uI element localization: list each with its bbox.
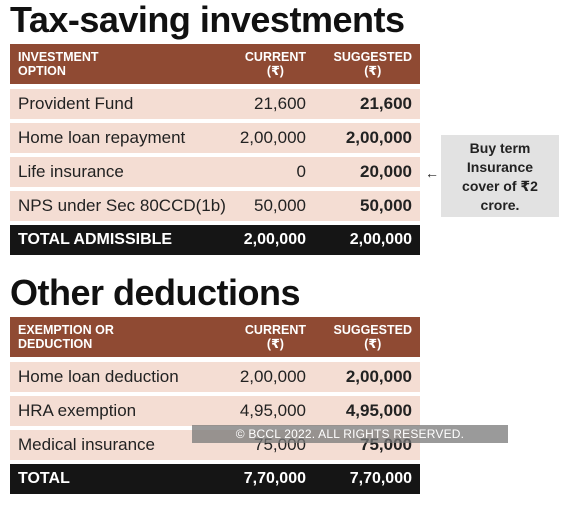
header-suggested-label: SUGGESTED xyxy=(333,50,413,64)
callout-box: Buy term Insurance cover of ₹2 crore. xyxy=(441,135,559,217)
row-label: HRA exemption xyxy=(18,401,137,420)
table-row: HRA exemption 4,95,000 4,95,000 xyxy=(10,396,420,426)
header-option-line1: INVESTMENT xyxy=(18,50,99,64)
total-suggested: 2,00,000 xyxy=(349,231,412,248)
header-suggested-unit: (₹) xyxy=(364,337,382,351)
section-title-tax-saving: Tax-saving investments xyxy=(10,0,405,40)
row-suggested: 2,00,000 xyxy=(345,367,412,386)
row-label: Provident Fund xyxy=(18,94,134,113)
total-label: TOTAL ADMISSIBLE xyxy=(18,231,173,248)
total-current: 2,00,000 xyxy=(243,231,306,248)
copyright-watermark: © BCCL 2022. ALL RIGHTS RESERVED. xyxy=(192,425,508,443)
header-suggested: SUGGESTED (₹) xyxy=(334,323,413,351)
row-current: 4,95,000 xyxy=(239,401,306,420)
header-option: INVESTMENT OPTION xyxy=(18,50,99,78)
header-current-unit: (₹) xyxy=(266,337,284,351)
header-suggested-label: SUGGESTED xyxy=(333,323,413,337)
row-suggested: 2,00,000 xyxy=(345,128,412,147)
row-suggested: 21,600 xyxy=(360,94,412,113)
row-suggested: 50,000 xyxy=(360,196,412,215)
table-row: Home loan deduction 2,00,000 2,00,000 xyxy=(10,362,420,392)
header-suggested-unit: (₹) xyxy=(364,64,382,78)
total-row: TOTAL ADMISSIBLE 2,00,000 2,00,000 xyxy=(10,225,420,255)
header-current: CURRENT (₹) xyxy=(245,323,306,351)
row-current: 0 xyxy=(296,162,306,181)
row-label: Medical insurance xyxy=(18,435,156,454)
row-label: NPS under Sec 80CCD(1b) xyxy=(18,196,226,215)
row-label: Life insurance xyxy=(18,162,124,181)
total-current: 7,70,000 xyxy=(243,470,306,487)
header-current-label: CURRENT xyxy=(244,50,306,64)
row-label: Home loan repayment xyxy=(18,128,186,147)
header-option-line2: OPTION xyxy=(18,64,66,78)
table-header: EXEMPTION OR DEDUCTION CURRENT (₹) SUGGE… xyxy=(10,317,420,357)
table-row: Provident Fund 21,600 21,600 xyxy=(10,89,420,119)
header-exemption-line1: EXEMPTION OR xyxy=(18,323,114,337)
section-title-other-deductions: Other deductions xyxy=(10,272,301,313)
total-suggested: 7,70,000 xyxy=(349,470,412,487)
header-current-label: CURRENT xyxy=(244,323,306,337)
callout-line4: crore. xyxy=(480,197,520,213)
callout-line3: cover of ₹2 xyxy=(462,178,538,194)
table-header: INVESTMENT OPTION CURRENT (₹) SUGGESTED … xyxy=(10,44,420,84)
tax-saving-table: INVESTMENT OPTION CURRENT (₹) SUGGESTED … xyxy=(10,44,420,255)
row-suggested: 20,000 xyxy=(360,162,412,181)
header-suggested: SUGGESTED (₹) xyxy=(334,50,413,78)
total-label: TOTAL xyxy=(18,470,70,487)
table-row: Home loan repayment 2,00,000 2,00,000 xyxy=(10,123,420,153)
table-row: NPS under Sec 80CCD(1b) 50,000 50,000 xyxy=(10,191,420,221)
callout-line2: Insurance xyxy=(466,159,534,175)
header-current: CURRENT (₹) xyxy=(245,50,306,78)
total-row: TOTAL 7,70,000 7,70,000 xyxy=(10,464,420,494)
header-current-unit: (₹) xyxy=(266,64,284,78)
table-row: Life insurance 0 20,000 xyxy=(10,157,420,187)
header-exemption-line2: DEDUCTION xyxy=(18,337,93,351)
row-current: 21,600 xyxy=(254,94,306,113)
row-current: 2,00,000 xyxy=(239,367,306,386)
row-label: Home loan deduction xyxy=(18,367,179,386)
deductions-table: EXEMPTION OR DEDUCTION CURRENT (₹) SUGGE… xyxy=(10,317,420,494)
row-current: 50,000 xyxy=(254,196,306,215)
header-exemption: EXEMPTION OR DEDUCTION xyxy=(18,323,114,351)
row-suggested: 4,95,000 xyxy=(345,401,412,420)
arrow-left-icon: ← xyxy=(425,165,439,181)
callout-line1: Buy term xyxy=(469,140,531,156)
row-current: 2,00,000 xyxy=(239,128,306,147)
